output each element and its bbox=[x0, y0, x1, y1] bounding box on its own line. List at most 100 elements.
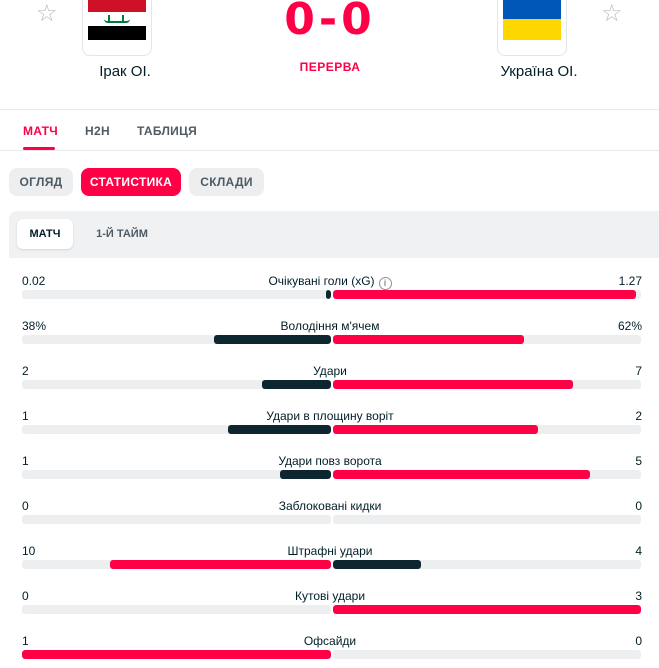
stat-label: Удари в площину воріт bbox=[180, 409, 480, 423]
stat-home-bar bbox=[110, 560, 331, 569]
stat-away-bar-track bbox=[333, 335, 641, 344]
stat-home-value: 2 bbox=[22, 364, 29, 378]
stat-home-bar-track bbox=[22, 470, 331, 479]
stat-away-bar bbox=[333, 470, 590, 479]
tab-lineups[interactable]: СКЛАДИ bbox=[189, 168, 264, 196]
stat-row: 1 Удари в площину воріт 2 bbox=[0, 409, 659, 454]
iraq-flag-icon bbox=[88, 0, 146, 40]
stat-away-value: 62% bbox=[617, 319, 642, 333]
favorite-away-star-icon[interactable]: ☆ bbox=[601, 0, 623, 27]
stat-home-bar bbox=[279, 470, 331, 479]
match-score: 0-0 bbox=[284, 0, 376, 45]
stat-label: Кутові удари bbox=[180, 589, 480, 603]
stat-home-bar-track bbox=[22, 515, 331, 524]
stat-away-value: 2 bbox=[635, 409, 642, 423]
stat-away-value: 4 bbox=[635, 544, 642, 558]
stat-away-bar-track bbox=[333, 380, 641, 389]
main-tabs: МАТЧ H2H ТАБЛИЦЯ bbox=[0, 111, 659, 151]
stat-away-bar-track bbox=[333, 470, 641, 479]
stat-home-bar-track bbox=[22, 335, 331, 344]
tab-h2h[interactable]: H2H bbox=[85, 124, 110, 138]
home-team-logo[interactable] bbox=[82, 0, 152, 56]
favorite-home-star-icon[interactable]: ☆ bbox=[36, 0, 58, 27]
stat-label-text: Удари в площину воріт bbox=[266, 409, 394, 423]
match-header: ☆ Ірак ОІ. 0-0 ПЕРЕРВА Україна ОІ. ☆ bbox=[0, 0, 659, 110]
stat-row: 1 Офсайди 0 bbox=[0, 634, 659, 668]
stat-row: 0 Заблоковані кидки 0 bbox=[0, 499, 659, 544]
tab-statistics[interactable]: СТАТИСТИКА bbox=[81, 168, 181, 196]
stat-home-value: 38% bbox=[22, 319, 47, 333]
stat-away-bar-track bbox=[333, 515, 641, 524]
period-tab-first-half[interactable]: 1-Й ТАЙМ bbox=[96, 228, 148, 240]
stat-label: Штрафні удари bbox=[180, 544, 480, 558]
stat-label-text: Володіння м'ячем bbox=[280, 319, 380, 333]
stat-home-bar-track bbox=[22, 605, 331, 614]
stat-home-bar-track bbox=[22, 380, 331, 389]
stat-home-bar bbox=[22, 650, 331, 659]
stat-label-text: Очікувані голи (xG) bbox=[268, 274, 375, 288]
stat-label: Володіння м'ячем bbox=[180, 319, 480, 333]
stat-label: Удари bbox=[180, 364, 480, 378]
stat-home-bar bbox=[262, 380, 331, 389]
stat-home-bar bbox=[213, 335, 331, 344]
away-team-logo[interactable] bbox=[497, 0, 567, 56]
stat-away-bar bbox=[333, 380, 573, 389]
stat-away-bar-track bbox=[333, 290, 641, 299]
stat-home-value: 1 bbox=[22, 634, 29, 648]
stat-label: Удари повз ворота bbox=[180, 454, 480, 468]
stat-home-value: 1 bbox=[22, 454, 29, 468]
stat-away-bar bbox=[333, 290, 637, 299]
stat-label-text: Удари bbox=[313, 364, 347, 378]
stat-home-value: 0 bbox=[22, 589, 29, 603]
stat-home-bar bbox=[228, 425, 331, 434]
stat-row: 38% Володіння м'ячем 62% bbox=[0, 319, 659, 364]
stat-label-text: Заблоковані кидки bbox=[278, 499, 382, 513]
tab-overview[interactable]: ОГЛЯД bbox=[9, 168, 73, 196]
ukraine-flag-icon bbox=[503, 0, 561, 40]
stat-home-bar bbox=[326, 290, 331, 299]
stat-row: 10 Штрафні удари 4 bbox=[0, 544, 659, 589]
info-icon[interactable]: i bbox=[378, 277, 392, 290]
stat-label-text: Кутові удари bbox=[294, 589, 366, 603]
stat-label: Офсайди bbox=[180, 634, 480, 648]
stat-home-bar-track bbox=[22, 425, 331, 434]
stat-home-bar-track bbox=[22, 290, 331, 299]
stat-label-text: Офсайди bbox=[303, 634, 357, 648]
stat-row: 1 Удари повз ворота 5 bbox=[0, 454, 659, 499]
away-team-name[interactable]: Україна ОІ. bbox=[500, 63, 578, 80]
tab-table[interactable]: ТАБЛИЦЯ bbox=[137, 124, 198, 138]
stat-row: 0.02 Очікувані голи (xG) i 1.27 bbox=[0, 274, 659, 319]
stat-home-value: 1 bbox=[22, 409, 29, 423]
match-status: ПЕРЕРВА bbox=[299, 60, 361, 74]
stat-row: 0 Кутові удари 3 bbox=[0, 589, 659, 634]
home-team-name[interactable]: Ірак ОІ. bbox=[99, 63, 151, 80]
stat-away-bar-track bbox=[333, 425, 641, 434]
stat-row: 2 Удари 7 bbox=[0, 364, 659, 409]
stat-away-bar bbox=[333, 605, 641, 614]
stat-away-value: 0 bbox=[635, 634, 642, 648]
stat-home-bar-track bbox=[22, 650, 331, 659]
active-tab-indicator bbox=[23, 147, 55, 150]
stat-away-bar bbox=[333, 335, 524, 344]
stat-away-bar-track bbox=[333, 560, 641, 569]
stat-away-bar-track bbox=[333, 650, 641, 659]
stat-home-bar-track bbox=[22, 560, 331, 569]
stat-away-value: 3 bbox=[635, 589, 642, 603]
stat-away-value: 0 bbox=[635, 499, 642, 513]
period-selector: МАТЧ 1-Й ТАЙМ bbox=[9, 211, 659, 258]
stat-away-bar bbox=[333, 560, 421, 569]
stat-away-bar-track bbox=[333, 605, 641, 614]
stat-home-value: 0 bbox=[22, 499, 29, 513]
stat-away-value: 7 bbox=[635, 364, 642, 378]
stat-away-bar bbox=[333, 425, 539, 434]
stat-home-value: 10 bbox=[22, 544, 36, 558]
stat-label-text: Удари повз ворота bbox=[278, 454, 382, 468]
stat-label: Очікувані голи (xG) i bbox=[180, 274, 480, 290]
stat-label-text: Штрафні удари bbox=[287, 544, 373, 558]
stat-away-value: 5 bbox=[635, 454, 642, 468]
tab-match[interactable]: МАТЧ bbox=[23, 124, 59, 138]
stat-home-value: 0.02 bbox=[22, 274, 46, 288]
stat-away-value: 1.27 bbox=[618, 274, 642, 288]
stat-label: Заблоковані кидки bbox=[180, 499, 480, 513]
period-tab-match[interactable]: МАТЧ bbox=[17, 219, 73, 249]
